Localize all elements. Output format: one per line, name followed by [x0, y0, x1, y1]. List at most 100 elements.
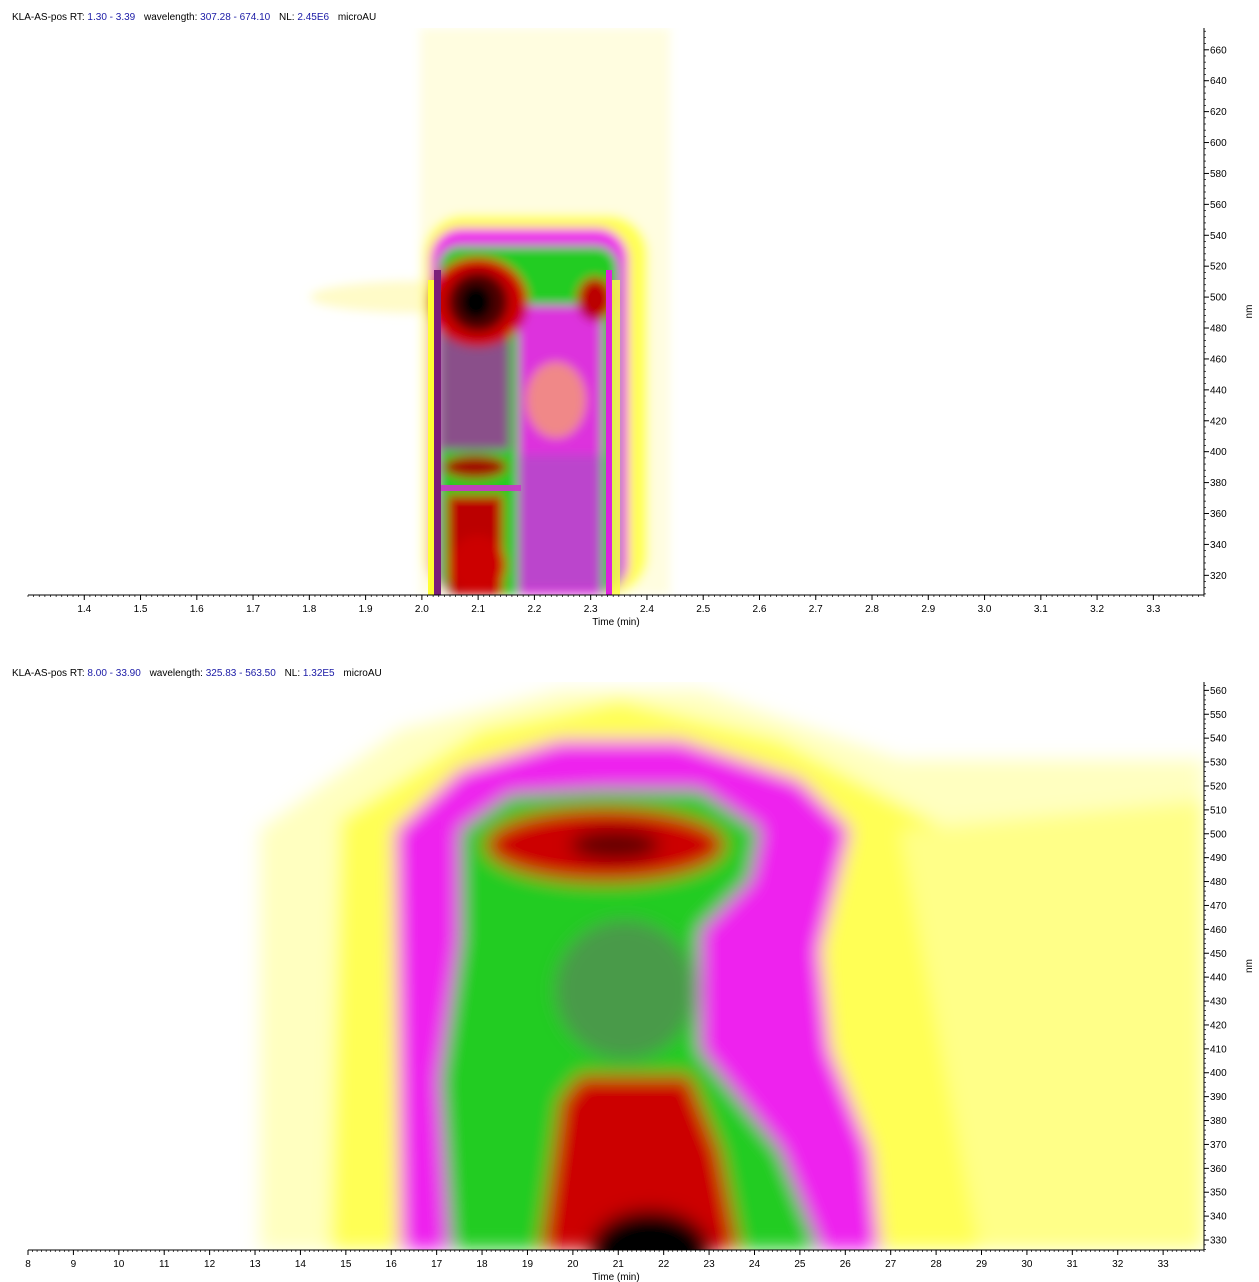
chart1-rt-label: RT: — [69, 12, 85, 23]
chart2-y-tick-label: 410 — [1210, 1044, 1227, 1055]
chart1-x-tick-label: 1.4 — [77, 604, 91, 615]
chart1-header: KLA-AS-pos RT: 1.30 - 3.39 wavelength: 3… — [12, 12, 376, 23]
chart2-y-tick-label: 440 — [1210, 973, 1227, 984]
chart1-x-tick-label: 3.2 — [1090, 604, 1104, 615]
chart2-unit: microAU — [343, 668, 382, 679]
chart1-x-tick-label: 2.8 — [865, 604, 879, 615]
chart1-x-axis-title: Time (min) — [592, 617, 639, 628]
chart2-nl-label: NL: — [284, 668, 301, 679]
chart1-x-tick-label: 1.7 — [246, 604, 260, 615]
chart1-x-tick-label: 2.4 — [640, 604, 654, 615]
chart1-y-tick-label: 560 — [1210, 200, 1227, 211]
chart2-x-tick-label: 33 — [1158, 1259, 1170, 1270]
chart2-x-tick-label: 19 — [522, 1259, 534, 1270]
chart1-unit: microAU — [337, 12, 377, 23]
chart2-x-tick-label: 11 — [159, 1259, 170, 1270]
chart2-y-tick-label: 540 — [1210, 734, 1227, 745]
chart2-x-tick-label: 10 — [113, 1259, 125, 1270]
chart1-y-tick-label: 540 — [1210, 231, 1227, 242]
chart1-y-tick-label: 520 — [1210, 262, 1227, 273]
chart2-y-tick-label: 400 — [1210, 1068, 1227, 1079]
chart1-y-tick-label: 360 — [1210, 509, 1227, 520]
chart1-x-tick-label: 2.7 — [809, 604, 823, 615]
chart2-sample-name: KLA-AS-pos — [12, 668, 68, 679]
chart2-x-tick-label: 25 — [794, 1259, 806, 1270]
chart2-y-tick-label: 450 — [1210, 949, 1227, 960]
chart2-y-tick-label: 460 — [1210, 925, 1227, 936]
chart2-y-tick-label: 510 — [1210, 805, 1227, 816]
chart1-y-tick-label: 440 — [1210, 385, 1227, 396]
chart1-x-tick-label: 3.3 — [1146, 604, 1160, 615]
chart1-y-tick-label: 400 — [1210, 447, 1227, 458]
chart1-y-tick-label: 340 — [1210, 540, 1227, 551]
chart2-x-tick-label: 32 — [1112, 1259, 1124, 1270]
chart1-x-tick-label: 2.1 — [471, 604, 485, 615]
chart2-x-tick-label: 13 — [249, 1259, 261, 1270]
chart1-wl-label: wavelength: — [144, 12, 198, 23]
chart2-x-tick-label: 16 — [386, 1259, 398, 1270]
chart1-y-tick-label: 620 — [1210, 107, 1227, 118]
chart2-x-tick-label: 27 — [885, 1259, 897, 1270]
chart2-x-tick-label: 22 — [658, 1259, 670, 1270]
chart1-x-tick-label: 2.6 — [753, 604, 767, 615]
chart1-y-tick-label: 640 — [1210, 76, 1227, 87]
chart2-heatmap — [260, 690, 1204, 1250]
chart2-y-tick-label: 360 — [1210, 1164, 1227, 1175]
chart1-x-tick-label: 1.5 — [134, 604, 148, 615]
chart1-y-tick-label: 460 — [1210, 354, 1227, 365]
chart1-x-tick-label: 1.6 — [190, 604, 204, 615]
chart2-y-tick-label: 340 — [1210, 1212, 1227, 1223]
chart1-y-tick-label: 660 — [1210, 45, 1227, 56]
chart1-y-axis-title: nm — [1244, 305, 1255, 319]
chart2-x-tick-label: 29 — [976, 1259, 988, 1270]
chart2-y-tick-label: 470 — [1210, 901, 1227, 912]
chart2-y-tick-label: 490 — [1210, 853, 1227, 864]
chart1-nl-label: NL: — [279, 12, 295, 23]
chart1-sample-name: KLA-AS-pos — [12, 12, 68, 23]
chart2-y-tick-label: 420 — [1210, 1020, 1227, 1031]
chart1-wl-range: 307.28 - 674.10 — [200, 12, 271, 23]
chart1-y-tick-label: 500 — [1210, 293, 1227, 304]
chart2-y-tick-label: 560 — [1210, 686, 1227, 697]
chart1-x-tick-label: 2.9 — [921, 604, 935, 615]
chart1-nl-value: 2.45E6 — [297, 12, 330, 23]
chart2-x-axis-title: Time (min) — [592, 1272, 639, 1282]
chart2-x-tick-label: 28 — [931, 1259, 943, 1270]
chart2-y-tick-label: 350 — [1210, 1188, 1227, 1199]
chart1-x-tick-label: 2.5 — [696, 604, 710, 615]
chart2-x-tick-label: 8 — [25, 1259, 31, 1270]
chart2-x-tick-label: 24 — [749, 1259, 761, 1270]
chart2-x-tick-label: 26 — [840, 1259, 852, 1270]
chart2-y-tick-label: 500 — [1210, 829, 1227, 840]
chart2-wl-label: wavelength: — [149, 668, 203, 679]
chart2-x-tick-label: 15 — [340, 1259, 352, 1270]
chart1-y-tick-label: 320 — [1210, 571, 1227, 582]
chart1-heatmap — [310, 28, 670, 595]
chart1-x-tick-label: 3.1 — [1034, 604, 1048, 615]
chart1-x-tick-label: 2.0 — [415, 604, 429, 615]
chart2-x-tick-label: 9 — [71, 1259, 77, 1270]
chart1-x-tick-label: 2.2 — [527, 604, 541, 615]
axes-layer: 1.4 1.5 1.6 1.7 1.8 1.9 2.0 2.1 2.2 2.3 2.4 2.5 2.6 2… — [25, 28, 1255, 1282]
chart2-y-tick-label: 530 — [1210, 758, 1227, 769]
chart2-x-tick-label: 18 — [476, 1259, 488, 1270]
chart2-rt-range: 8.00 - 33.90 — [87, 668, 141, 679]
chart2-y-tick-label: 390 — [1210, 1092, 1227, 1103]
chart2-y-tick-label: 520 — [1210, 781, 1227, 792]
chart2-header: KLA-AS-pos RT: 8.00 - 33.90 wavelength: … — [12, 668, 382, 679]
chart1-x-tick-label: 3.0 — [978, 604, 992, 615]
chart1-y-tick-label: 600 — [1210, 138, 1227, 149]
chart2-x-tick-label: 17 — [431, 1259, 443, 1270]
chart1-x-tick-label: 1.9 — [359, 604, 373, 615]
chart1-y-tick-label: 580 — [1210, 169, 1227, 180]
chart2-y-tick-label: 370 — [1210, 1140, 1227, 1151]
chart2-x-tick-label: 31 — [1067, 1259, 1079, 1270]
chart2-x-tick-label: 20 — [567, 1259, 579, 1270]
chart1-y-tick-label: 420 — [1210, 416, 1227, 427]
chart2-x-tick-label: 14 — [295, 1259, 307, 1270]
chart1-x-tick-label: 2.3 — [584, 604, 598, 615]
chart1-rt-range: 1.30 - 3.39 — [87, 12, 136, 23]
chart1-y-tick-label: 380 — [1210, 478, 1227, 489]
chart2-rt-label: RT: — [69, 668, 85, 679]
